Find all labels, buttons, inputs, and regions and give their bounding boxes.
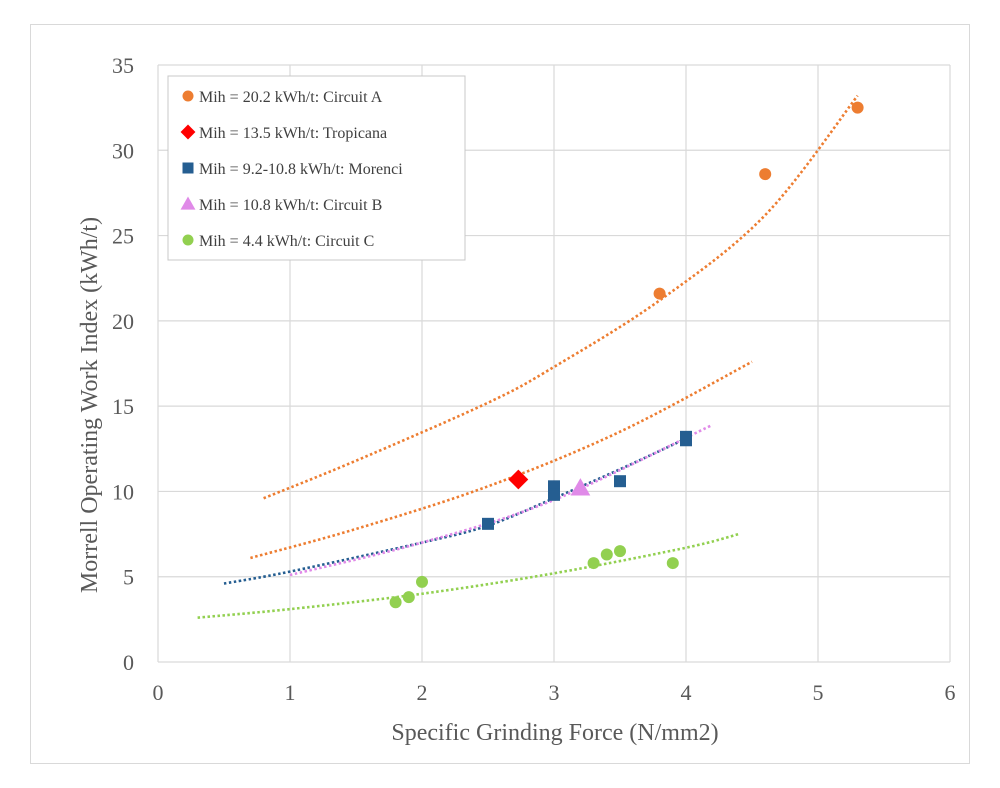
data-point-square xyxy=(548,488,560,501)
data-point-square xyxy=(482,517,494,530)
trendline xyxy=(263,94,859,500)
legend-label: Mih = 20.2 kWh/t: Circuit A xyxy=(199,89,383,106)
data-point-triangle xyxy=(570,478,591,496)
x-tick-label: 2 xyxy=(417,680,428,705)
data-point-circle xyxy=(666,557,679,570)
y-tick-label: 10 xyxy=(112,479,134,504)
data-point-circle xyxy=(587,557,600,570)
legend-marker xyxy=(182,90,194,102)
y-tick-label: 20 xyxy=(112,309,134,334)
data-point-circle xyxy=(653,287,666,300)
data-point-square xyxy=(680,434,692,447)
data-point-circle xyxy=(614,545,626,558)
y-tick-label: 35 xyxy=(112,53,134,78)
legend-label: Mih = 4.4 kWh/t: Circuit C xyxy=(199,233,374,250)
legend-marker xyxy=(180,124,196,140)
trendline xyxy=(223,437,687,585)
data-point-circle xyxy=(416,575,428,588)
data-point-square xyxy=(614,475,626,488)
x-tick-label: 4 xyxy=(681,680,692,705)
x-tick-label: 3 xyxy=(549,680,560,705)
data-point-circle xyxy=(389,596,402,609)
legend-marker xyxy=(182,234,194,246)
data-point-circle xyxy=(759,168,772,181)
x-tick-label: 6 xyxy=(945,680,956,705)
trendline xyxy=(197,532,740,619)
x-tick-label: 1 xyxy=(285,680,296,705)
x-tick-label: 0 xyxy=(153,680,164,705)
legend-marker xyxy=(182,162,194,174)
x-axis-title: Specific Grinding Force (N/mm2) xyxy=(391,720,718,746)
legend-label: Mih = 9.2-10.8 kWh/t: Morenci xyxy=(199,161,403,178)
data-point-circle xyxy=(600,548,613,561)
legend-box xyxy=(167,75,466,261)
legend-label: Mih = 10.8 kWh/t: Circuit B xyxy=(199,197,382,214)
y-tick-label: 15 xyxy=(112,394,134,419)
legend-marker xyxy=(180,196,196,210)
tick-labels: 0 1 2 3 4 5 6 0 5 10 15 20 25 30 35 xyxy=(112,53,956,705)
y-tick-label: 30 xyxy=(112,138,134,163)
y-tick-label: 5 xyxy=(123,565,134,590)
y-axis-title: Morrell Operating Work Index (kWh/t) xyxy=(77,217,103,593)
y-tick-label: 0 xyxy=(123,650,134,675)
data-point-circle xyxy=(851,101,864,114)
y-tick-label: 25 xyxy=(112,224,134,249)
data-point-diamond xyxy=(508,469,529,490)
legend: Mih = 20.2 kWh/t: Circuit A Mih = 13.5 kW… xyxy=(167,75,466,261)
x-tick-label: 5 xyxy=(813,680,824,705)
trendline xyxy=(250,360,753,560)
legend-label: Mih = 13.5 kWh/t: Tropicana xyxy=(199,125,387,142)
trendline xyxy=(289,423,713,577)
data-point-circle xyxy=(402,591,415,604)
data-points xyxy=(389,101,864,609)
